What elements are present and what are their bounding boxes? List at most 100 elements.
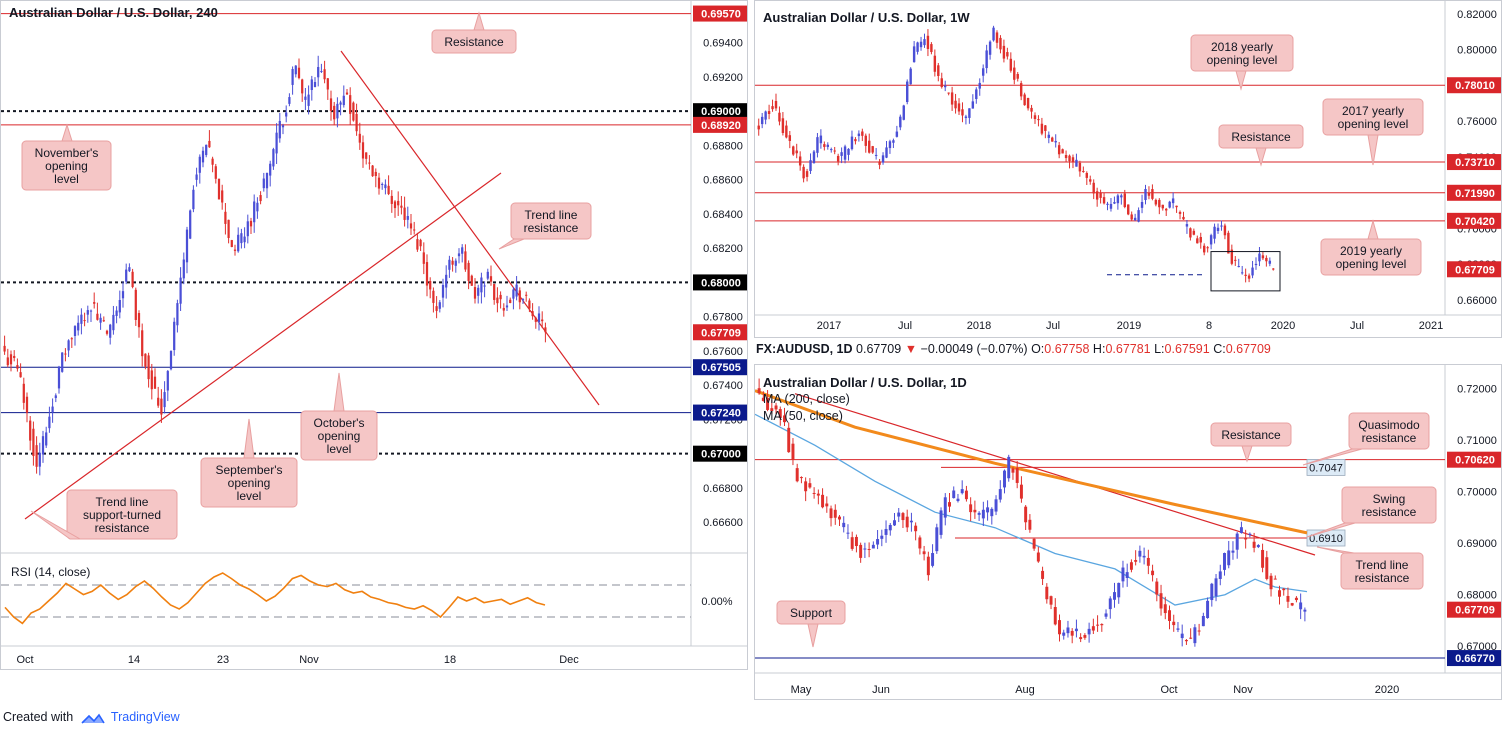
w1-candle xyxy=(1196,238,1199,244)
d1-candle xyxy=(821,494,825,508)
h4-candle xyxy=(205,144,208,156)
d1-candle xyxy=(1168,610,1171,621)
d1-candle xyxy=(867,548,871,550)
weekly-chart[interactable]: 0.820000.800000.760000.740000.700000.680… xyxy=(755,1,1502,338)
d1-candle xyxy=(791,443,795,460)
h4-candle xyxy=(326,78,329,90)
h4-y-tick: 0.67600 xyxy=(703,346,743,358)
h4-chart[interactable]: 0.69400 0.69200 0.68800 0.68600 0.68400 0.682… xyxy=(1,1,748,670)
h4-callout-september-text: opening xyxy=(228,476,271,490)
h4-chart-panel[interactable]: 0.69400 0.69200 0.68800 0.68600 0.68400 0.682… xyxy=(0,0,748,670)
w1-candle xyxy=(912,46,916,63)
weekly-chart-title: Australian Dollar / U.S. Dollar, 1W xyxy=(763,10,970,25)
d1-candle xyxy=(846,532,850,534)
h4-candle xyxy=(454,260,457,266)
w1-candle xyxy=(1185,224,1189,227)
h4-candle xyxy=(112,314,115,331)
d1-candle xyxy=(897,512,901,517)
weekly-chart-panel[interactable]: 0.820000.800000.760000.740000.700000.680… xyxy=(754,0,1502,338)
h4-candle xyxy=(86,310,89,315)
h4-candle xyxy=(473,287,477,299)
h4-price-label-bg xyxy=(693,445,747,462)
h4-candle xyxy=(9,354,13,365)
h4-candle xyxy=(48,416,51,429)
h4-y-tick: 0.69400 xyxy=(703,38,743,50)
footer-brand[interactable]: TradingView xyxy=(110,710,180,724)
d1-y-tick: 0.68000 xyxy=(1457,590,1497,602)
d1-candle xyxy=(935,527,939,552)
h4-candle xyxy=(445,274,448,288)
h4-candle xyxy=(253,201,256,223)
h4-candle xyxy=(173,321,176,351)
h4-candle xyxy=(419,239,422,247)
h4-candle xyxy=(496,297,499,304)
h4-candle xyxy=(38,452,41,467)
w1-candle xyxy=(1213,226,1216,239)
h4-candle xyxy=(259,195,262,202)
h4-candle xyxy=(51,406,54,413)
h4-candle xyxy=(41,436,45,455)
h4-candle xyxy=(365,152,368,159)
d1-candle xyxy=(1231,550,1235,553)
w1-candle xyxy=(1102,197,1106,204)
w1-candle xyxy=(1199,236,1202,243)
h4-y-tick: 0.67800 xyxy=(703,312,743,324)
w1-candle xyxy=(1113,202,1116,204)
h4-candle xyxy=(425,262,429,286)
d1-candle xyxy=(1155,581,1159,595)
h4-chart-title: Australian Dollar / U.S. Dollar, 240 xyxy=(9,5,218,20)
d1-candle xyxy=(1239,527,1243,533)
d1-price-label: 0.67709 xyxy=(1455,605,1495,617)
w1-candle xyxy=(954,100,957,109)
h4-y-tick: 0.68600 xyxy=(703,175,743,187)
d1-callout-support-text: Support xyxy=(790,606,833,620)
daily-chart-panel[interactable]: 0.72000 0.71000 0.70000 0.69000 0.68000 0.670… xyxy=(754,364,1502,700)
h4-candle xyxy=(480,277,483,293)
h4-candle xyxy=(493,284,496,300)
d1-candle xyxy=(1100,624,1104,626)
w1-price-label: 0.73710 xyxy=(1455,157,1495,169)
d1-candle xyxy=(1172,621,1176,626)
w1-candle xyxy=(1023,94,1026,106)
h4-candle xyxy=(467,262,470,281)
rsi-zero-label: 0.00% xyxy=(701,596,732,608)
h4-price-label: 0.68000 xyxy=(701,277,741,289)
d1-candle xyxy=(1142,555,1146,558)
d1-candle xyxy=(939,510,943,535)
w1-candle xyxy=(892,140,895,143)
h4-candle xyxy=(176,303,179,326)
d1-level-tag: 0.7047 xyxy=(1309,462,1343,474)
w1-candle xyxy=(1165,208,1168,211)
w1-callout-2019-pointer xyxy=(1367,219,1379,240)
d1-candle xyxy=(1273,578,1277,580)
d1-candle xyxy=(956,498,960,502)
d1-candle xyxy=(1041,570,1045,579)
h4-candle xyxy=(163,392,166,408)
w1-x-tick: Jul xyxy=(1046,320,1060,332)
h4-candle xyxy=(336,103,339,119)
h4-x-tick: Dec xyxy=(559,654,579,666)
w1-x-tick: Jul xyxy=(898,320,912,332)
h4-candle xyxy=(109,324,112,338)
w1-x-tick: 8 xyxy=(1206,320,1212,332)
w1-candle xyxy=(1158,199,1161,208)
w1-candle xyxy=(923,39,926,46)
w1-candle xyxy=(1030,107,1033,112)
w1-candle xyxy=(1268,260,1272,264)
d1-candle xyxy=(778,409,782,418)
h4-candle xyxy=(451,260,454,265)
h4-candle xyxy=(73,326,77,336)
h4-callout-trendline-support-text: support-turned xyxy=(83,508,161,522)
d1-candle xyxy=(880,535,884,539)
h4-candle xyxy=(329,98,333,111)
footer[interactable]: Created with TradingView xyxy=(3,710,180,724)
h4-candle xyxy=(134,289,137,320)
w1-candle xyxy=(1209,235,1213,245)
h4-candle xyxy=(381,183,384,185)
w1-candle xyxy=(888,141,892,149)
d1-candle xyxy=(1303,609,1307,612)
h4-candle xyxy=(131,271,134,288)
w1-candle xyxy=(1109,203,1113,209)
daily-chart[interactable]: 0.720000.710000.700000.690000.680000.670… xyxy=(755,365,1502,700)
d1-callout-trendline-box xyxy=(1340,552,1424,590)
